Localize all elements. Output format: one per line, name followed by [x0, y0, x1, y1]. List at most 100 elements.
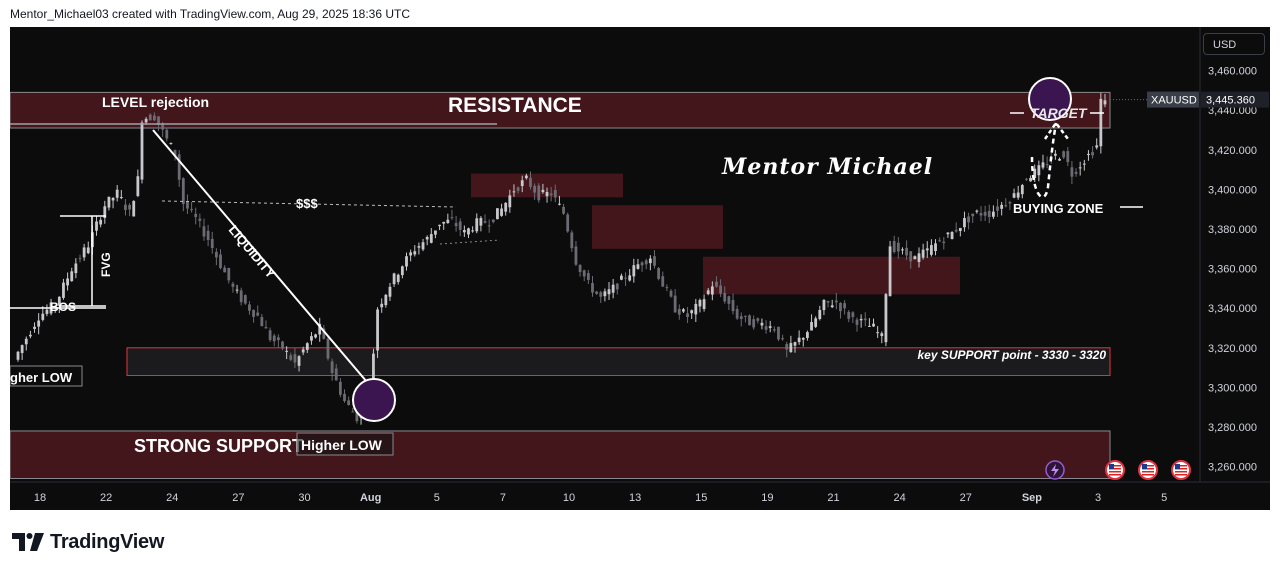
price-chart[interactable]: 3,460.000 3,440.000 3,420.000 3,400.000 3,38…	[10, 27, 1270, 510]
candle-body	[706, 290, 710, 295]
candle-body	[524, 175, 528, 179]
x-tick-label: 27	[232, 492, 244, 504]
candle-body	[839, 302, 842, 312]
candle-body	[607, 289, 611, 295]
candle-body	[710, 286, 714, 295]
candle-body	[975, 210, 979, 212]
candle-body	[694, 303, 698, 315]
candle-body	[578, 264, 582, 272]
candle-body	[954, 229, 958, 232]
candle-body	[731, 300, 735, 312]
candle-body	[830, 305, 834, 308]
y-tick-label: 3,400.000	[1208, 184, 1257, 196]
candle-body	[103, 206, 107, 218]
candle-body	[223, 267, 227, 273]
zone-4	[592, 205, 723, 249]
candle-body	[409, 252, 413, 256]
candle-body	[1012, 193, 1016, 198]
candle-body	[148, 114, 152, 121]
candle-body	[698, 299, 702, 307]
candle-body	[450, 217, 454, 219]
x-tick-label: 7	[500, 492, 506, 504]
candle-body	[814, 318, 818, 327]
tradingview-logo[interactable]: TradingView	[12, 530, 164, 554]
candle-body	[905, 247, 908, 256]
candle-body	[553, 190, 557, 198]
candle-body	[653, 256, 656, 266]
y-tick-label: 3,260.000	[1208, 462, 1257, 474]
candle-body	[28, 334, 32, 337]
candle-body	[648, 258, 652, 264]
candle-body	[682, 309, 685, 312]
candle-body	[194, 213, 198, 218]
currency-button[interactable]: USD	[1203, 33, 1265, 55]
candle-body	[425, 236, 429, 240]
candle-body	[723, 293, 727, 302]
candle-body	[950, 231, 954, 240]
candle-body	[768, 326, 772, 328]
candle-body	[165, 129, 169, 139]
candle-body	[268, 330, 272, 341]
zone-2	[10, 430, 1111, 479]
candle-body	[124, 204, 127, 210]
candle-body	[719, 285, 723, 294]
candle-body	[1070, 167, 1074, 177]
candle-body	[855, 319, 859, 325]
candle-body	[991, 211, 995, 217]
chart-area[interactable]: 3,460.000 3,440.000 3,420.000 3,400.000 3,38…	[10, 27, 1270, 510]
candle-body	[70, 271, 74, 282]
flag-stripe	[1175, 474, 1187, 476]
x-tick-label: 5	[1161, 492, 1167, 504]
candle-body	[987, 210, 991, 218]
candle-body	[777, 326, 780, 340]
candle-body	[471, 230, 475, 232]
candle-body	[1000, 204, 1004, 209]
candle-body	[570, 232, 574, 249]
y-tick-label: 3,280.000	[1208, 422, 1257, 434]
candle-body	[644, 260, 648, 265]
candle-body	[702, 299, 706, 309]
candle-body	[496, 208, 499, 220]
candle-body	[785, 344, 789, 350]
candle-body	[438, 224, 441, 227]
x-tick-label: 18	[34, 492, 46, 504]
candle-body	[574, 246, 578, 265]
candle-body	[66, 278, 69, 286]
candle-body	[144, 118, 148, 123]
candle-body	[351, 411, 355, 413]
zone-1	[126, 347, 1111, 377]
higher-low-left-box	[10, 365, 83, 387]
liquidity-dashed-line	[161, 200, 457, 208]
flag-canton	[1175, 464, 1180, 469]
candle-body	[388, 286, 392, 297]
candle-body	[380, 303, 384, 308]
candle-body	[504, 202, 508, 212]
x-tick-label: 22	[100, 492, 112, 504]
candle-body	[297, 356, 301, 366]
candle-body	[318, 323, 322, 335]
x-tick-label: 13	[629, 492, 641, 504]
candle-body	[793, 342, 797, 346]
candle-body	[264, 327, 268, 329]
target-circle	[1028, 77, 1072, 121]
candle-body	[963, 218, 966, 228]
candle-body	[235, 289, 239, 291]
candle-body	[136, 176, 140, 196]
candle-body	[549, 193, 553, 196]
candle-body	[979, 213, 983, 216]
candle-body	[239, 290, 243, 303]
candle-body	[1029, 177, 1032, 182]
candle-body	[33, 326, 36, 329]
x-tick-label: 27	[960, 492, 972, 504]
candle-body	[483, 221, 487, 223]
candle-body	[1020, 185, 1024, 195]
candle-body	[909, 251, 913, 262]
candle-body	[958, 227, 962, 232]
candle-body	[210, 238, 214, 249]
chart-credit: Mentor_Michael03 created with TradingVie…	[10, 7, 411, 21]
candle-body	[715, 281, 718, 287]
candle-body	[996, 206, 999, 211]
candle-body	[119, 197, 123, 199]
zone-5	[703, 256, 960, 295]
candle-body	[760, 322, 764, 326]
